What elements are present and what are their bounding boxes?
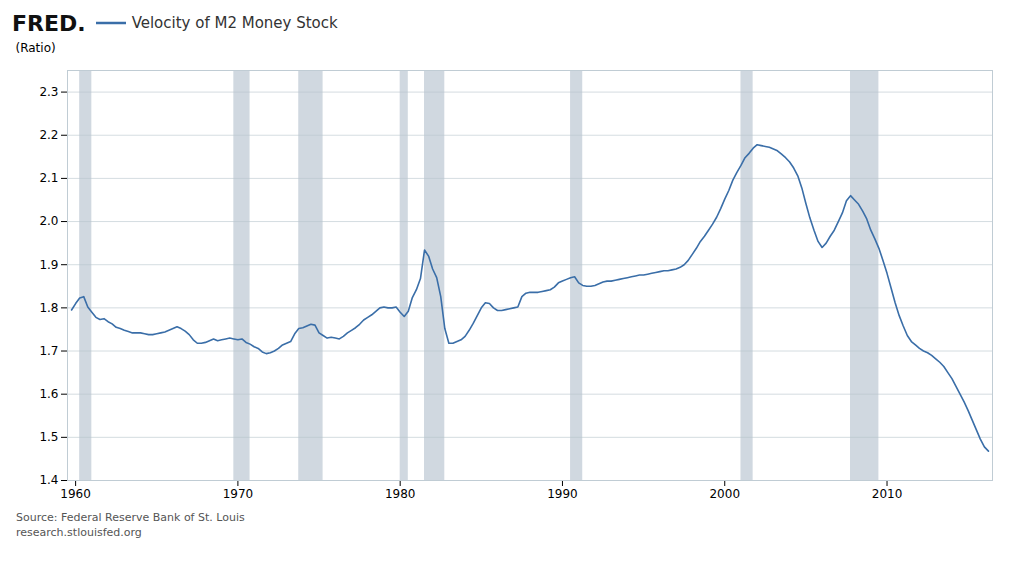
svg-text:1.4: 1.4: [39, 473, 58, 487]
svg-text:2.1: 2.1: [39, 171, 58, 185]
html-text:FRED.: FRED.: [12, 10, 86, 36]
svg-text:1970: 1970: [223, 487, 254, 501]
svg-text:1.7: 1.7: [39, 344, 58, 358]
svg-text:1.6: 1.6: [39, 387, 58, 401]
svg-text:1.8: 1.8: [39, 301, 58, 315]
svg-text:2010: 2010: [872, 487, 903, 501]
html-text:Source: Federal Reserve Bank o: Source: Federal Reserve Bank of St. Loui…: [16, 511, 245, 524]
svg-text:1.5: 1.5: [39, 430, 58, 444]
svg-text:1.9: 1.9: [39, 258, 58, 272]
html-text:research.stlouisfed.org: research.stlouisfed.org: [16, 526, 142, 539]
svg-text:2.0: 2.0: [39, 214, 58, 228]
svg-text:1990: 1990: [547, 487, 578, 501]
svg-text:1980: 1980: [385, 487, 416, 501]
svg-text:2.2: 2.2: [39, 128, 58, 142]
svg-text:2000: 2000: [709, 487, 740, 501]
html-text:Velocity of M2 Money Stock: Velocity of M2 Money Stock: [131, 14, 338, 32]
svg-text:1960: 1960: [60, 487, 91, 501]
svg-text:(Ratio): (Ratio): [16, 41, 56, 55]
svg-text:2.3: 2.3: [39, 85, 58, 99]
